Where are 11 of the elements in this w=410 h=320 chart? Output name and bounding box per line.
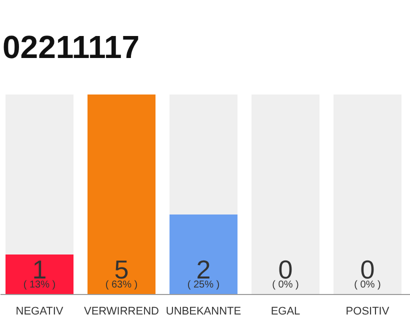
x-tick-label: UNBEKANNTE xyxy=(166,306,242,318)
x-tick-label: POSITIV xyxy=(346,306,390,318)
annotation: ( 63% ) xyxy=(105,280,138,290)
x-tick-label: EGAL xyxy=(270,306,300,318)
chart-title: 02211117 xyxy=(2,29,140,65)
annotation: ( 25% ) xyxy=(187,280,220,290)
x-tick-label: NEGATIV xyxy=(16,306,64,318)
x-tick-label: VERWIRREND xyxy=(84,306,160,318)
annotation: ( 13% ) xyxy=(23,280,56,290)
annotation: ( 0% ) xyxy=(272,280,299,290)
annotation: ( 0% ) xyxy=(354,280,381,290)
